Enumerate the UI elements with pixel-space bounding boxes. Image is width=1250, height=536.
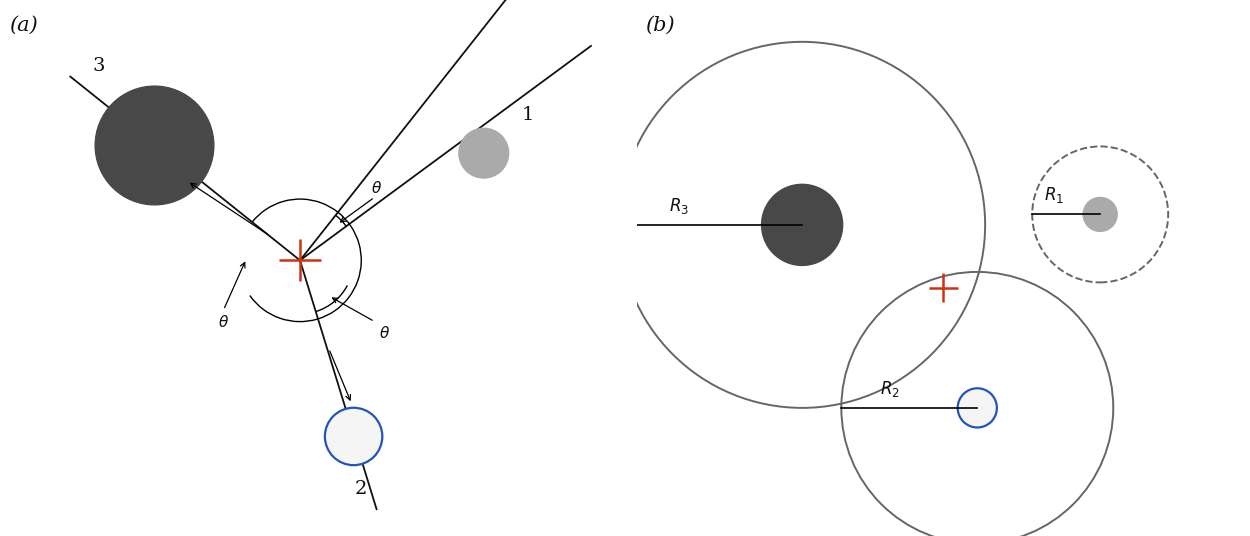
Text: 1: 1	[522, 107, 535, 124]
Circle shape	[958, 388, 998, 428]
Text: $\theta$: $\theta$	[379, 325, 390, 341]
Text: $R_1$: $R_1$	[1044, 185, 1064, 205]
Text: 2: 2	[355, 480, 367, 498]
Circle shape	[459, 128, 509, 178]
Circle shape	[95, 86, 214, 205]
Text: (b): (b)	[645, 16, 675, 35]
Text: $R_2$: $R_2$	[880, 379, 900, 399]
Text: 3: 3	[92, 57, 105, 75]
Text: $\theta$: $\theta$	[371, 180, 382, 196]
Text: (a): (a)	[9, 16, 38, 34]
Text: $R_3$: $R_3$	[669, 196, 689, 215]
Circle shape	[1084, 197, 1118, 232]
Circle shape	[325, 408, 382, 465]
Text: $\theta$: $\theta$	[217, 314, 229, 330]
Circle shape	[761, 184, 843, 265]
